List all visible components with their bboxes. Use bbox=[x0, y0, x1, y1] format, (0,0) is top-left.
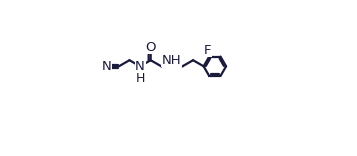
Text: O: O bbox=[146, 41, 156, 54]
Text: N: N bbox=[102, 60, 112, 73]
Text: F: F bbox=[204, 44, 212, 56]
Text: H: H bbox=[136, 71, 145, 85]
Text: NH: NH bbox=[162, 54, 182, 67]
Text: N: N bbox=[135, 60, 145, 73]
